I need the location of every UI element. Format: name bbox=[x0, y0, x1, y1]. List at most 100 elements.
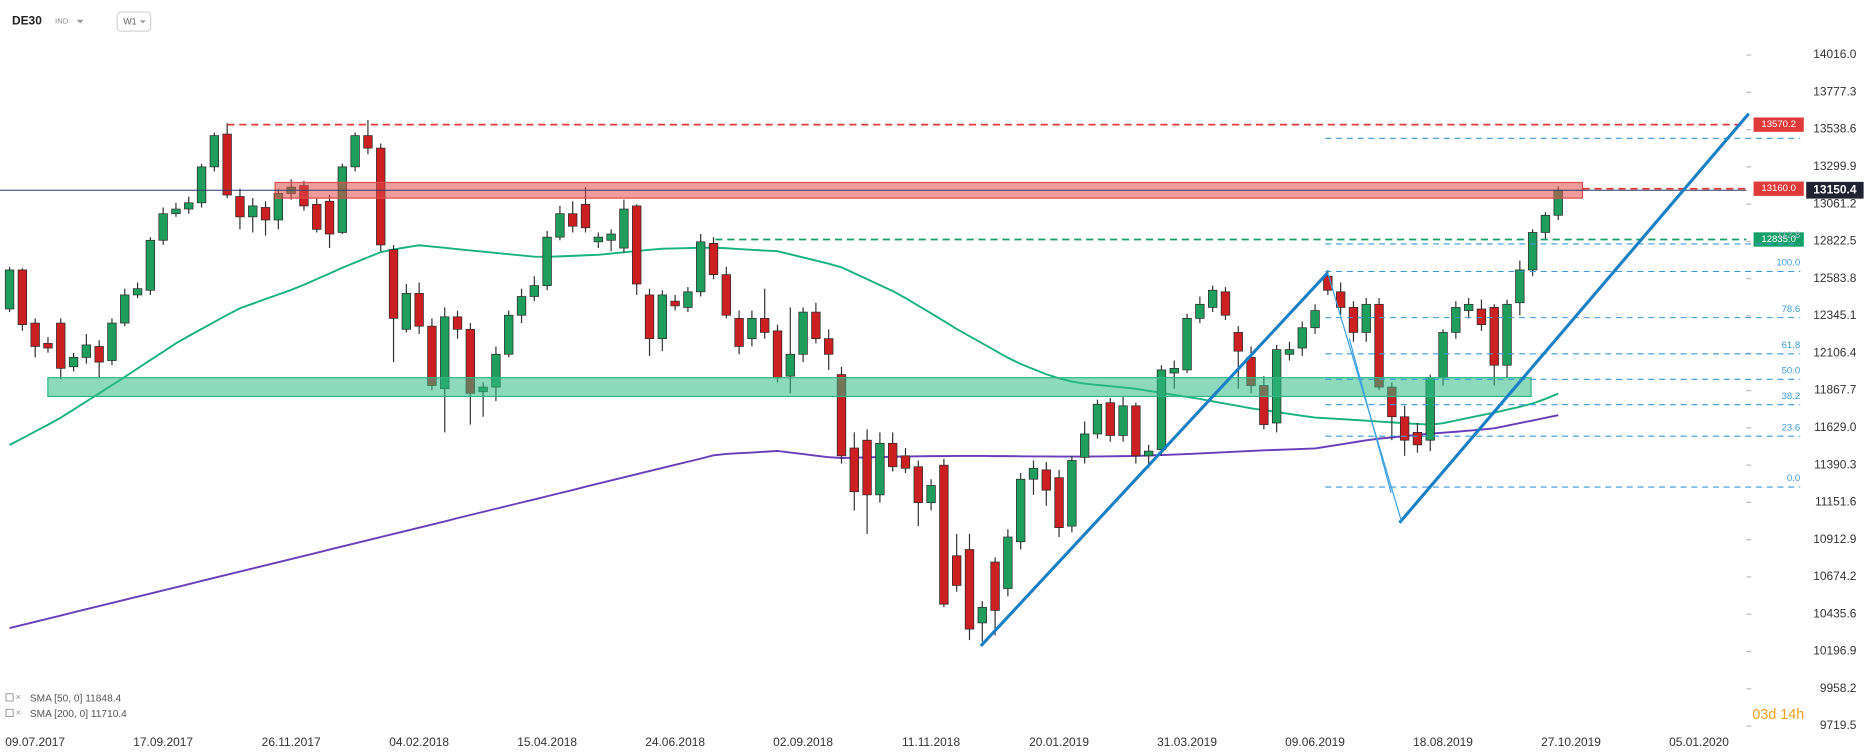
candle-body bbox=[222, 133, 232, 196]
legend-value: 11848.4 bbox=[85, 693, 121, 704]
y-tick-label: 13061.2 bbox=[1813, 196, 1857, 210]
candle-body bbox=[1144, 450, 1154, 457]
legend-value: 11710.4 bbox=[91, 709, 127, 720]
candle-body bbox=[529, 285, 539, 297]
candle-body bbox=[811, 311, 821, 340]
candle-body bbox=[209, 135, 220, 168]
candle-body bbox=[734, 318, 744, 347]
candle-body bbox=[132, 288, 143, 296]
legend-entry: SMA [50, 0] 11848.4 bbox=[30, 693, 122, 704]
candle-body bbox=[1016, 478, 1026, 543]
candle-body bbox=[350, 135, 360, 168]
legend-close[interactable]: × bbox=[16, 692, 22, 703]
candle-body bbox=[324, 200, 335, 235]
y-tick-label: 10196.9 bbox=[1813, 644, 1857, 658]
candle-body bbox=[977, 606, 987, 624]
candle-body bbox=[1195, 303, 1205, 319]
level-label: 12835.0 bbox=[1761, 234, 1796, 245]
candle-body bbox=[836, 374, 847, 457]
legend-icon[interactable] bbox=[5, 708, 14, 717]
candle-body bbox=[427, 325, 437, 386]
candle-body bbox=[30, 322, 40, 347]
candle-body bbox=[888, 442, 898, 468]
x-tick-label: 15.04.2018 bbox=[517, 735, 577, 749]
candle-body bbox=[1028, 467, 1039, 480]
y-tick-label: 10912.9 bbox=[1813, 532, 1857, 546]
y-tick-label: 12106.4 bbox=[1813, 345, 1857, 359]
candle-body bbox=[4, 269, 15, 310]
y-tick-label: 13777.3 bbox=[1813, 84, 1857, 98]
candle-body bbox=[862, 439, 872, 496]
level-tag bbox=[1753, 181, 1804, 196]
candle-body bbox=[1451, 307, 1461, 333]
candle-body bbox=[1489, 307, 1499, 366]
legend-icon[interactable] bbox=[5, 693, 14, 702]
y-tick-label: 10435.6 bbox=[1813, 606, 1857, 620]
candle-body bbox=[260, 207, 271, 221]
x-tick-label: 04.02.2018 bbox=[389, 735, 449, 749]
interval: W1 bbox=[123, 17, 136, 27]
sma-line bbox=[9, 244, 1559, 446]
y-tick-label: 14016.0 bbox=[1813, 47, 1857, 61]
candle-body bbox=[1131, 405, 1141, 457]
candle-body bbox=[107, 322, 117, 361]
candle-body bbox=[926, 485, 936, 504]
x-tick-label: 20.01.2019 bbox=[1029, 735, 1089, 749]
candle-body bbox=[1515, 269, 1525, 304]
legend-close[interactable]: × bbox=[16, 707, 22, 718]
candle-body bbox=[964, 549, 975, 630]
plot-area: 14016.0 13777.3 13538.6 13299.9 13061.2 12822… bbox=[0, 47, 1864, 749]
candle-body bbox=[824, 338, 834, 355]
dropdown-arrow[interactable] bbox=[76, 19, 84, 24]
candle-body bbox=[388, 249, 399, 319]
candle-body bbox=[120, 294, 130, 324]
candle-body bbox=[542, 236, 552, 286]
candle-body bbox=[1361, 303, 1371, 333]
candle-body bbox=[568, 213, 578, 227]
candle-body bbox=[760, 318, 770, 333]
candle-body bbox=[683, 291, 693, 308]
candle-body bbox=[401, 293, 411, 330]
y-tick-label: 13299.9 bbox=[1813, 159, 1857, 173]
candle-body bbox=[1169, 367, 1179, 374]
candle-body bbox=[772, 330, 783, 379]
fib-label: 50.0 bbox=[1782, 365, 1801, 376]
x-tick-label: 18.08.2019 bbox=[1413, 735, 1473, 749]
y-tick-label: 9719.5 bbox=[1820, 718, 1857, 732]
candle-body bbox=[913, 466, 923, 504]
candle-body bbox=[593, 236, 603, 243]
candle-body bbox=[171, 208, 181, 215]
candle-body bbox=[1080, 433, 1090, 458]
candle-body bbox=[696, 241, 706, 293]
y-tick-label: 12822.5 bbox=[1813, 234, 1857, 248]
candle-body bbox=[875, 442, 885, 496]
candle-body bbox=[43, 342, 53, 349]
candle-body bbox=[68, 357, 79, 368]
candle-body bbox=[580, 203, 591, 229]
fib-label: 100.0 bbox=[1776, 258, 1800, 269]
candle-body bbox=[939, 464, 949, 605]
y-tick-label: 11629.0 bbox=[1814, 420, 1857, 434]
trend-line bbox=[979, 271, 1329, 647]
candle-body bbox=[990, 561, 1000, 611]
sma-line bbox=[9, 414, 1559, 630]
candle-body bbox=[1348, 307, 1359, 333]
interval-selector[interactable] bbox=[116, 11, 152, 32]
candle-body bbox=[555, 213, 565, 238]
x-tick-label: 24.06.2018 bbox=[645, 735, 705, 749]
candle-body bbox=[1502, 303, 1512, 366]
candle-body bbox=[414, 293, 424, 327]
candle-body bbox=[606, 233, 616, 241]
candle-body bbox=[632, 205, 642, 285]
current-price-tag bbox=[1806, 181, 1864, 199]
candle-body bbox=[798, 311, 808, 355]
legend-name: SMA [200, 0] bbox=[30, 709, 88, 720]
candle-body bbox=[145, 239, 156, 291]
level-tag bbox=[1753, 232, 1804, 247]
fib-label: 23.6 bbox=[1782, 422, 1801, 433]
candle-body bbox=[1540, 214, 1551, 233]
candle-body bbox=[56, 322, 66, 369]
market: IND bbox=[55, 17, 69, 26]
fib-label: 38.2 bbox=[1782, 391, 1801, 402]
candle-body bbox=[657, 294, 667, 340]
